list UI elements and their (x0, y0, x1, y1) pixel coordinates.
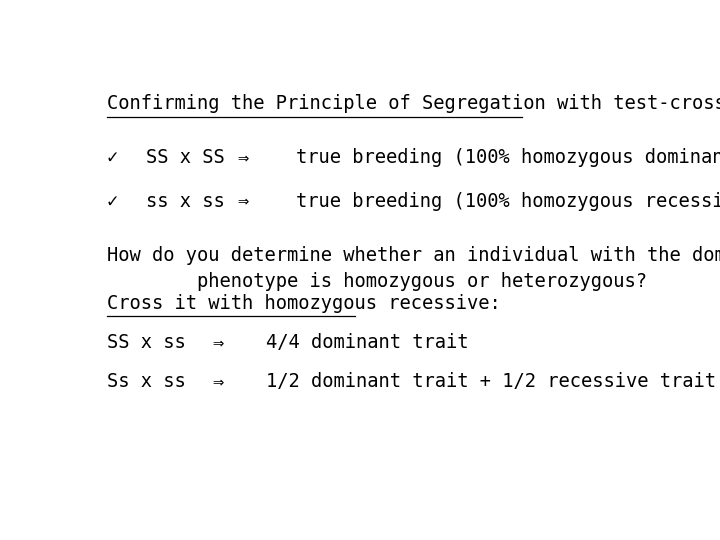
Text: true breeding (100% homozygous recessive): true breeding (100% homozygous recessive… (297, 192, 720, 211)
Text: ⇒: ⇒ (238, 192, 249, 211)
Text: How do you determine whether an individual with the dominant
        phenotype i: How do you determine whether an individu… (107, 246, 720, 291)
Text: ✓: ✓ (107, 192, 118, 211)
Text: 1/2 dominant trait + 1/2 recessive trait: 1/2 dominant trait + 1/2 recessive trait (266, 373, 716, 392)
Text: SS x ss: SS x ss (107, 333, 186, 352)
Text: ⇒: ⇒ (238, 148, 249, 167)
Text: Confirming the Principle of Segregation with test-crosses:: Confirming the Principle of Segregation … (107, 94, 720, 113)
Text: Ss x ss: Ss x ss (107, 373, 186, 392)
Text: ⇒: ⇒ (213, 333, 224, 352)
Text: Cross it with homozygous recessive:: Cross it with homozygous recessive: (107, 294, 500, 313)
Text: SS x SS: SS x SS (145, 148, 225, 167)
Text: true breeding (100% homozygous dominant): true breeding (100% homozygous dominant) (297, 148, 720, 167)
Text: ss x ss: ss x ss (145, 192, 225, 211)
Text: ✓: ✓ (107, 148, 118, 167)
Text: 4/4 dominant trait: 4/4 dominant trait (266, 333, 468, 352)
Text: ⇒: ⇒ (213, 373, 224, 392)
